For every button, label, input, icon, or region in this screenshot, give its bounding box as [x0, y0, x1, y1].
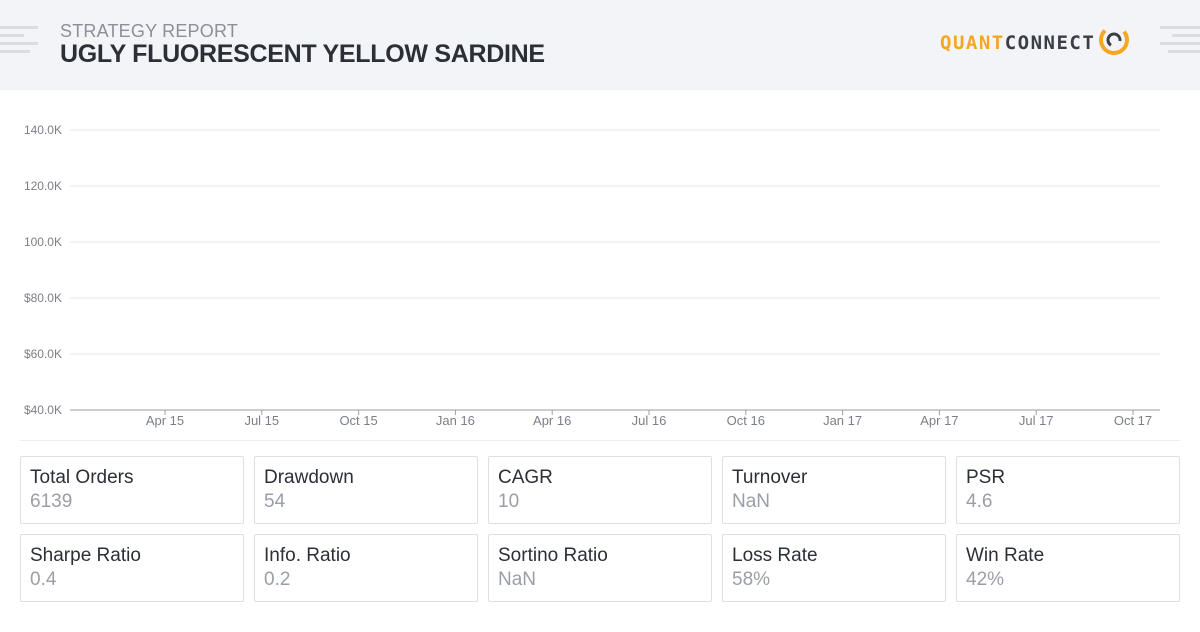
stat-card: Turnover NaN: [722, 456, 946, 524]
decorative-lines-left: [0, 26, 38, 58]
stat-value: 4.6: [966, 491, 993, 512]
stat-label: Loss Rate: [732, 545, 818, 566]
x-tick-label: Oct 17: [1114, 413, 1152, 428]
y-tick-label: 100.0K: [24, 235, 62, 249]
stat-value: 10: [498, 491, 520, 512]
strategy-title: UGLY FLUORESCENT YELLOW SARDINE: [60, 40, 545, 68]
stat-value: 0.2: [264, 569, 291, 590]
stat-value: 54: [264, 491, 286, 512]
stat-label: Drawdown: [264, 467, 354, 488]
report-header: STRATEGY REPORT UGLY FLUORESCENT YELLOW …: [0, 0, 1200, 90]
stat-value: 42%: [966, 569, 1005, 590]
y-tick-label: $60.0K: [24, 347, 62, 361]
equity-chart: 140.0K 120.0K 100.0K $80.0K $60.0K $40.0K Apr …: [24, 123, 1160, 428]
stat-card: Win Rate 42%: [956, 534, 1180, 602]
stat-card: Drawdown 54: [254, 456, 478, 524]
section-divider: [20, 440, 1180, 441]
y-tick-label: 120.0K: [24, 179, 62, 193]
stat-value: NaN: [732, 491, 771, 512]
stat-label: Sortino Ratio: [498, 545, 608, 566]
stat-label: PSR: [966, 467, 1006, 488]
stat-card: Sortino Ratio NaN: [488, 534, 712, 602]
y-tick-label: 140.0K: [24, 123, 62, 137]
stat-card: PSR 4.6: [956, 456, 1180, 524]
x-tick-label: Apr 15: [146, 413, 184, 428]
x-tick-label: Apr 17: [920, 413, 958, 428]
stat-label: Sharpe Ratio: [30, 545, 141, 566]
logo-ring-icon: [1099, 25, 1130, 55]
stat-card: Sharpe Ratio 0.4: [20, 534, 244, 602]
stat-value: 0.4: [30, 569, 57, 590]
x-tick-label: Jul 16: [632, 413, 667, 428]
x-tick-label: Jul 17: [1019, 413, 1054, 428]
x-tick-label: Jan 17: [823, 413, 862, 428]
stat-value: 58%: [732, 569, 771, 590]
y-tick-label: $40.0K: [24, 403, 62, 417]
report-subtitle: STRATEGY REPORT: [60, 21, 239, 41]
stat-card: Loss Rate 58%: [722, 534, 946, 602]
stat-label: CAGR: [498, 467, 553, 488]
stat-card: Total Orders 6139: [20, 456, 244, 524]
x-tick-label: Oct 15: [339, 413, 377, 428]
quantconnect-logo: QUANT CONNECT: [940, 25, 1131, 60]
stat-card: CAGR 10: [488, 456, 712, 524]
stat-value: 6139: [30, 491, 73, 512]
x-tick-label: Jan 16: [436, 413, 475, 428]
stat-value: NaN: [498, 569, 537, 590]
stat-label: Total Orders: [30, 467, 134, 488]
logo-text-quant: QUANT: [940, 32, 1005, 54]
y-tick-label: $80.0K: [24, 291, 62, 305]
x-tick-label: Jul 15: [244, 413, 279, 428]
decorative-lines-right: [1160, 26, 1200, 58]
x-tick-label: Oct 16: [727, 413, 765, 428]
stat-label: Info. Ratio: [264, 545, 351, 566]
stat-label: Turnover: [732, 467, 808, 488]
x-tick-label: Apr 16: [533, 413, 571, 428]
stat-card: Info. Ratio 0.2: [254, 534, 478, 602]
stat-label: Win Rate: [966, 545, 1045, 566]
logo-text-connect: CONNECT: [1004, 32, 1096, 54]
